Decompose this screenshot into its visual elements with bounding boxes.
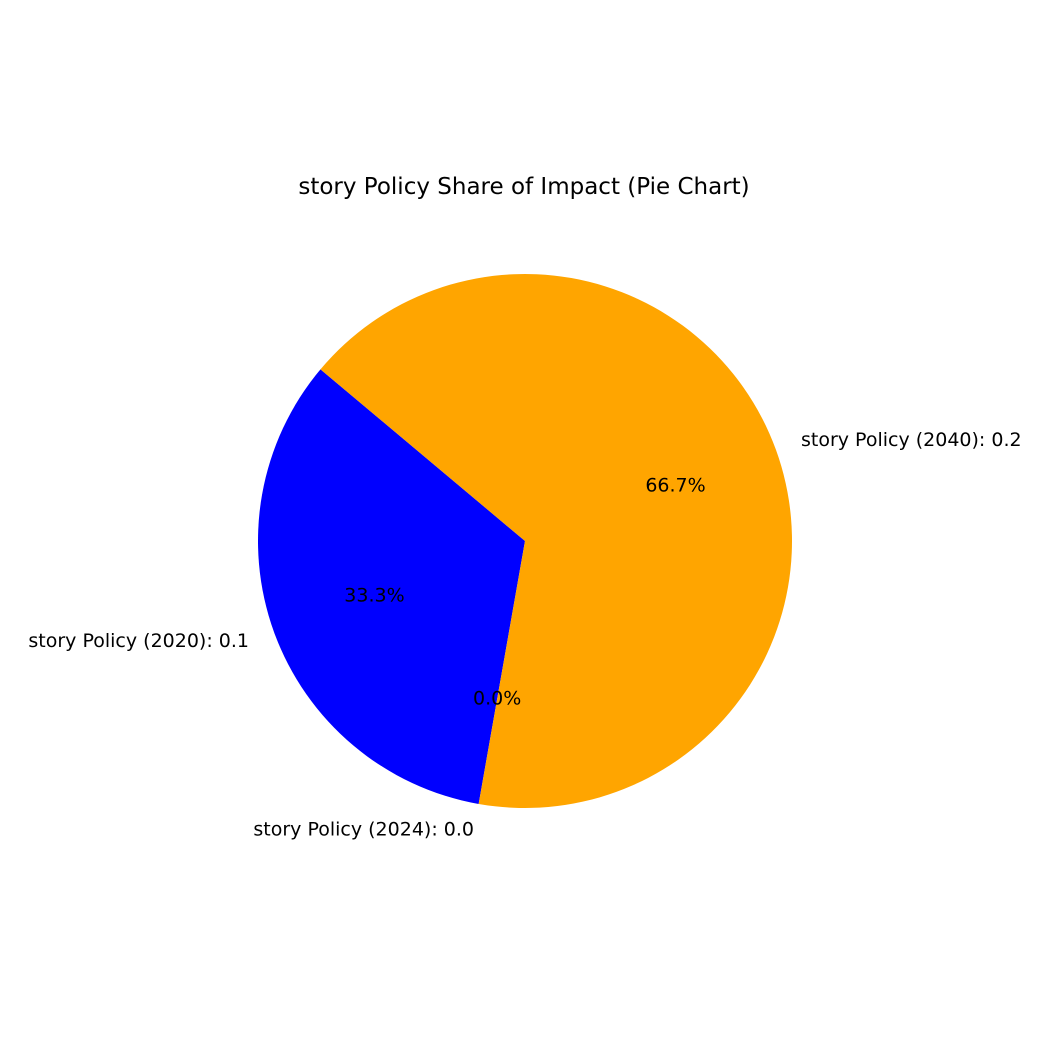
pie-slice-3 [320,273,792,808]
slice-label-3: story Policy (2040): 0.2 [801,429,1022,451]
pie-labels: story Policy (2020): 0.1 33.3% story Polic… [28,429,1021,841]
percent-label-1: 33.3% [344,584,404,606]
percent-label-2: 0.0% [473,687,521,709]
slice-label-1: story Policy (2020): 0.1 [28,630,249,652]
slice-label-2: story Policy (2024): 0.0 [253,819,474,841]
percent-label-3: 66.7% [645,475,705,497]
pie-slices [257,273,792,808]
chart-title: story Policy Share of Impact (Pie Chart) [298,174,749,200]
pie-slice-1 [257,369,525,804]
